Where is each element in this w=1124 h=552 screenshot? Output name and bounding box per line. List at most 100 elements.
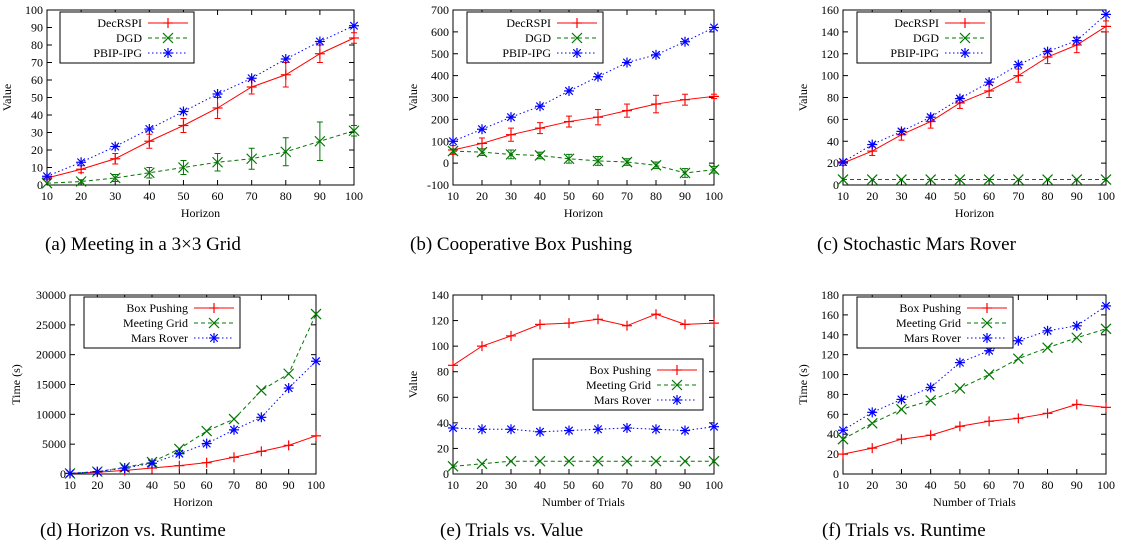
- chart-f-legend-label: Box Pushing: [899, 301, 961, 315]
- chart-d-series-1-line: [69, 313, 317, 474]
- chart-b-legend-marker-d2: [572, 48, 582, 58]
- chart-c-legend-label: DGD: [913, 31, 939, 45]
- chart-d-series-1-point: [201, 425, 213, 437]
- chart-f-series-2-point: [954, 357, 965, 368]
- chart-c-legend-marker-d2: [960, 48, 970, 58]
- chart-e-series-0: [448, 309, 719, 371]
- chart-f-series-1-point-d2: [1012, 353, 1024, 365]
- chart-e-series-1-point-d2: [447, 460, 459, 472]
- chart-c-series-2-point: [925, 112, 936, 123]
- chart-c-series-1-point-d2: [925, 174, 937, 185]
- chart-d-series-2-point-d2: [257, 413, 266, 422]
- chart-d-series-1-point: [255, 385, 267, 396]
- chart-e-series-1-point-d2: [505, 455, 517, 467]
- chart-f-ytick-label: 80: [827, 387, 839, 401]
- chart-e-xtick-label: 40: [534, 478, 546, 492]
- chart-e-series-2-point-d2: [448, 423, 458, 433]
- chart-f-series-1-line: [842, 328, 1107, 440]
- chart-a-xtick-label: 90: [314, 189, 326, 203]
- chart-b-series-1-point-d2: [679, 167, 691, 179]
- chart-c-ytick-label: 160: [821, 3, 839, 17]
- chart-f-series-1-point-d2: [925, 394, 937, 406]
- chart-f-legend-marker-d2: [982, 333, 992, 343]
- chart-c-xlabel: Horizon: [955, 206, 994, 220]
- chart-b-series-1-point: [592, 155, 604, 167]
- chart-c-series-1-point-d2: [837, 174, 849, 185]
- chart-a-series-1-point: [314, 135, 326, 147]
- chart-e-series-1-point: [708, 455, 720, 467]
- chart-f-xtick-label: 60: [983, 478, 995, 492]
- chart-e-ytick-label: 60: [437, 390, 449, 404]
- chart-d-legend-label: Mars Rover: [131, 331, 188, 345]
- chart-f-xlabel: Number of Trials: [933, 495, 1016, 509]
- chart-c-series-0-point: [1101, 21, 1111, 32]
- chart-b-series-0-point: [593, 112, 603, 123]
- chart-e-series-0-point: [535, 319, 545, 330]
- chart-c-series-2-point-d2: [897, 127, 906, 136]
- chart-c-xtick-label: 100: [1097, 189, 1115, 203]
- chart-b-ytick-label: 300: [431, 91, 449, 105]
- chart-b-series-0-point: [709, 91, 719, 102]
- chart-d-series-2-point-d2: [229, 425, 239, 435]
- caption-f: (f) Trials vs. Runtime: [822, 520, 986, 541]
- chart-d-series-2-point: [119, 463, 130, 474]
- chart-e-ytick-label: 140: [431, 288, 449, 302]
- chart-e-xtick-label: 60: [592, 478, 604, 492]
- chart-b-series-2-point: [593, 71, 603, 82]
- chart-a-series-2-point-d2: [179, 107, 188, 116]
- chart-f-frame: [842, 294, 1107, 475]
- chart-c-series-1-point: [1071, 174, 1083, 185]
- chart-b-series-1-point: [679, 167, 691, 179]
- chart-f-series-1-point: [925, 394, 937, 406]
- chart-f-series-1-point: [866, 417, 878, 429]
- chart-f-ytick-label: 0: [833, 467, 839, 481]
- chart-c-series-2-point: [1101, 9, 1111, 20]
- chart-f-series-1-point-d2: [866, 417, 878, 429]
- chart-b-series-0-point: [506, 129, 516, 140]
- chart-d-series-0-line: [69, 435, 317, 474]
- chart-f-series-1-point: [1071, 332, 1083, 344]
- chart-a-series-1-point: [143, 167, 155, 179]
- chart-b-legend-marker: [572, 18, 582, 28]
- chart-e-ytick-label: 20: [437, 441, 449, 455]
- chart-b-series-1-point-d2: [505, 148, 517, 160]
- chart-d-series-0-point: [229, 452, 239, 463]
- chart-e-series-0-line: [452, 313, 715, 366]
- caption-a: (a) Meeting in a 3×3 Grid: [45, 234, 241, 255]
- chart-c-series-2-point-d2: [1014, 60, 1023, 69]
- chart-d-series-1-point: [310, 308, 322, 320]
- chart-c-xtick-label: 10: [837, 189, 849, 203]
- chart-a-series-2-point: [178, 106, 189, 117]
- chart-a-series-1-point-d2: [314, 135, 326, 147]
- chart-b-series-2-point: [680, 36, 690, 47]
- chart-d-series-0-point: [256, 446, 267, 457]
- chart-b-xtick-label: 40: [534, 189, 546, 203]
- chart-e-legend-marker: [671, 379, 683, 391]
- chart-d-xtick-label: 50: [173, 478, 185, 492]
- chart-d-ytick-label: 5000: [42, 437, 66, 451]
- chart-d-xtick-label: 40: [146, 478, 158, 492]
- chart-a-series-2-point: [280, 54, 291, 64]
- chart-e-series-0-point: [680, 319, 690, 330]
- chart-b-ytick-label: 400: [431, 69, 449, 83]
- chart-b-ytick-label: 500: [431, 47, 449, 61]
- chart-a-legend-marker: [162, 32, 174, 44]
- chart-e-series-1-point-d2: [708, 455, 720, 467]
- chart-a-series-1-point-d2: [348, 125, 360, 137]
- chart-f-series-0-point: [838, 449, 848, 460]
- chart-e-ylabel: Value: [406, 371, 420, 398]
- chart-e-xtick-label: 90: [679, 478, 691, 492]
- chart-e-series-1-point: [592, 455, 604, 467]
- chart-c-series-2: [838, 9, 1111, 168]
- chart-f-series-1-point: [896, 403, 907, 415]
- chart-c-series-1-point: [866, 174, 878, 185]
- chart-a-xtick-label: 100: [345, 189, 363, 203]
- chart-d-legend-label: Meeting Grid: [123, 316, 188, 330]
- chart-d-series-2-point-d2: [311, 357, 321, 366]
- chart-e-series-2: [448, 421, 719, 437]
- chart-d-series-2-point-d2: [175, 449, 184, 458]
- chart-f-series-2-point-d2: [897, 395, 906, 404]
- chart-d-series-0-point: [201, 457, 212, 468]
- chart-b-series-0: [448, 91, 719, 155]
